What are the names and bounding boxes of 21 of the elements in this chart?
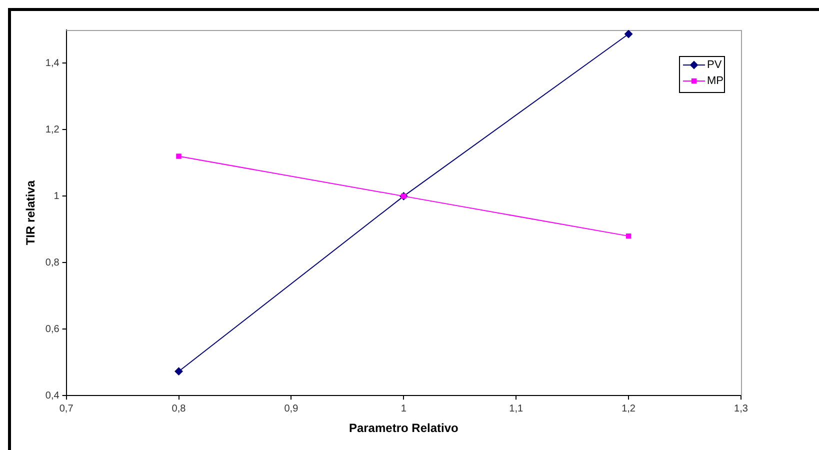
y-axis-title: TIR relativa	[24, 180, 38, 246]
x-tick-label: 1,2	[622, 403, 636, 414]
y-tick-label: 0,4	[45, 390, 60, 402]
x-tick-label: 0,7	[59, 403, 74, 414]
point	[624, 30, 633, 38]
legend-label: MP	[707, 75, 724, 88]
x-tick-label: 0,8	[172, 403, 186, 414]
point	[174, 367, 183, 376]
y-tick-label: 1,4	[45, 58, 60, 69]
point	[626, 233, 632, 239]
y-tick-label: 0,6	[45, 324, 60, 335]
legend-label: PV	[707, 59, 722, 72]
x-tick-label: 1,3	[734, 403, 748, 414]
x-axis-title: Parametro Relativo	[348, 421, 458, 436]
y-tick-label: 1	[54, 190, 60, 202]
y-tick-label: 1,2	[45, 124, 60, 136]
y-tick-label: 0,8	[45, 257, 60, 268]
x-tick-label: 1,1	[509, 403, 524, 414]
x-tick-label: 1	[400, 403, 407, 414]
point	[176, 154, 182, 159]
x-tick-label: 0,9	[284, 403, 299, 414]
